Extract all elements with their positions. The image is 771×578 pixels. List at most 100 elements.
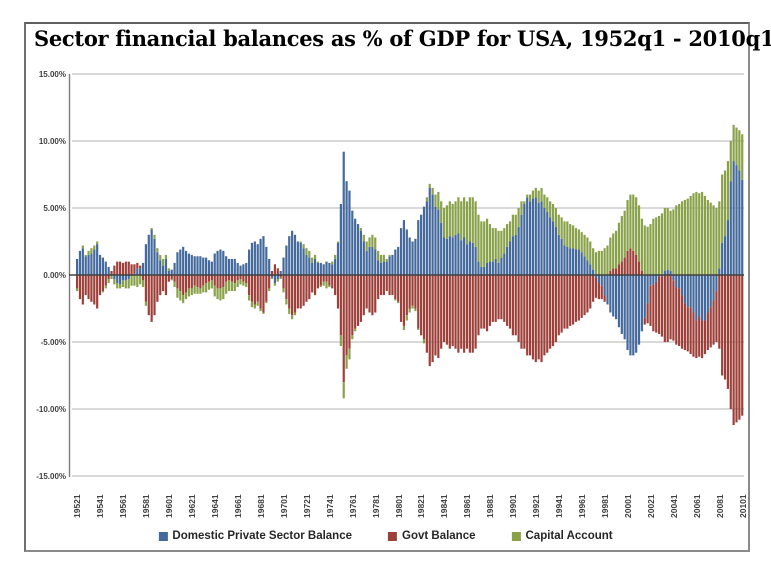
bar-govt (580, 275, 583, 318)
bar-govt (623, 257, 626, 275)
bar-capital (362, 234, 365, 242)
bar-govt (614, 268, 618, 275)
bar-private (374, 249, 377, 275)
bar-private (262, 236, 265, 275)
bar-govt (78, 275, 82, 300)
bar-govt (216, 275, 219, 289)
bar-govt (273, 264, 277, 275)
bar-private (147, 234, 150, 275)
bar-capital (150, 228, 153, 230)
bar-govt (417, 275, 420, 329)
bar-private (678, 275, 681, 289)
bar-capital (144, 301, 148, 306)
bar-govt (202, 275, 205, 286)
bar-private (712, 275, 715, 301)
bar-capital (377, 250, 380, 261)
bar-govt (351, 275, 354, 336)
bar-govt (445, 275, 449, 345)
x-tick-label: 19961 (577, 494, 588, 518)
bar-capital (649, 224, 652, 275)
bar-govt (603, 295, 606, 302)
bar-private (87, 254, 90, 275)
bar-govt (468, 275, 471, 353)
bar-govt (534, 275, 537, 363)
bar-capital (491, 228, 494, 262)
bar-private (686, 275, 689, 308)
x-tick-label: 20021 (645, 494, 656, 518)
bar-private (136, 268, 139, 275)
bar-capital (222, 287, 225, 300)
bar-capital (116, 283, 119, 289)
bar-capital (288, 308, 291, 314)
bar-private (90, 253, 93, 275)
bar-capital (339, 335, 342, 347)
bar-govt (196, 275, 199, 288)
bar-govt (557, 275, 560, 336)
bar-capital (612, 233, 615, 269)
bar-govt (127, 261, 130, 275)
bar-govt (732, 275, 735, 426)
legend-swatch-govt (388, 531, 397, 541)
bar-govt (348, 275, 351, 349)
bar-private (583, 256, 586, 275)
bar-govt (336, 275, 340, 309)
bar-private (517, 226, 520, 275)
bar-capital (385, 258, 388, 262)
bar-private (84, 256, 87, 275)
bar-private (557, 234, 560, 275)
bar-private (741, 179, 744, 275)
bar-private (184, 250, 188, 275)
bar-private (738, 170, 741, 275)
bar-capital (402, 325, 406, 330)
bar-govt (422, 275, 426, 340)
bar-capital (626, 199, 629, 251)
bar-govt (715, 291, 718, 342)
bar-capital (199, 288, 202, 294)
bar-govt (698, 316, 701, 357)
bar-private (242, 264, 245, 275)
bar-private (726, 220, 729, 275)
bar-govt (414, 275, 417, 309)
bar-govt (526, 275, 529, 356)
bar-private (571, 248, 575, 275)
bar-private (614, 275, 618, 320)
bar-private (236, 262, 239, 275)
bar-govt (551, 275, 555, 347)
bar-capital (477, 214, 480, 262)
bar-capital (153, 234, 156, 239)
bar-govt (282, 275, 285, 289)
bar-capital (248, 295, 251, 301)
bar-capital (508, 221, 512, 242)
bar-private (156, 252, 159, 275)
bar-govt (531, 275, 535, 360)
bar-capital (726, 161, 729, 221)
bar-private (176, 252, 179, 275)
bar-private (305, 254, 308, 275)
bar-capital (354, 328, 357, 332)
bar-capital (87, 250, 90, 255)
bar-govt (388, 275, 391, 296)
bar-private (523, 203, 526, 275)
bar-govt (87, 275, 90, 300)
bar-private (351, 210, 354, 275)
bar-govt (597, 283, 600, 300)
bar-capital (563, 221, 566, 246)
bar-private (331, 264, 334, 275)
bar-govt (503, 275, 506, 322)
bar-private (293, 234, 297, 275)
bar-govt (107, 275, 110, 280)
bar-govt (98, 275, 102, 296)
bar-govt (546, 275, 549, 353)
bar-private (465, 244, 469, 275)
bar-private (457, 233, 460, 275)
bar-capital (365, 241, 368, 251)
bar-govt (81, 275, 84, 305)
bar-private (637, 275, 641, 345)
bar-govt (288, 275, 291, 309)
bar-capital (445, 205, 449, 239)
bar-capital (170, 279, 173, 281)
bar-govt (566, 275, 569, 329)
x-tick-label: 19621 (187, 494, 198, 518)
bar-govt (397, 275, 400, 302)
bar-private (721, 242, 724, 275)
